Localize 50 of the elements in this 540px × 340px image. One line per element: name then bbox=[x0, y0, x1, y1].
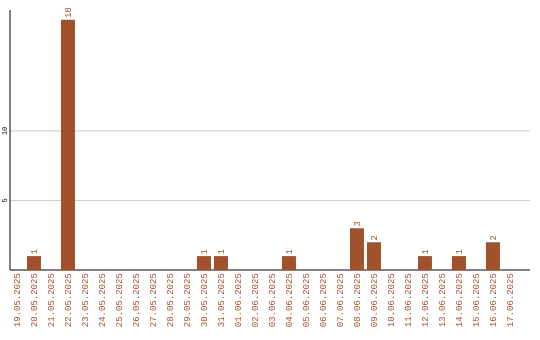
data-label: 1 bbox=[31, 249, 37, 254]
x-tick-label: 09.06.2025 bbox=[370, 274, 378, 327]
x-tick-label: 12.06.2025 bbox=[422, 274, 428, 327]
data-label: 2 bbox=[370, 236, 377, 240]
x-tick-label: 03.06.2025 bbox=[268, 274, 276, 327]
x-tick-label: 11.06.2025 bbox=[404, 274, 412, 327]
x-tick-label: 31.05.2025 bbox=[218, 274, 224, 327]
x-tick-label: 04.06.2025 bbox=[286, 274, 292, 327]
x-tick-label: 20.05.2025 bbox=[30, 274, 38, 327]
x-tick-label: 25.05.2025 bbox=[116, 274, 122, 327]
bar bbox=[418, 256, 432, 270]
bar bbox=[486, 242, 500, 270]
x-tick-label: 10.06.2025 bbox=[388, 274, 394, 327]
data-label: 2 bbox=[490, 236, 496, 240]
x-tick-label: 15.06.2025 bbox=[472, 274, 480, 327]
x-tick-label: 02.06.2025 bbox=[252, 274, 258, 327]
data-label: 18 bbox=[64, 8, 72, 18]
data-label: 1 bbox=[456, 249, 462, 254]
data-label: 1 bbox=[422, 249, 428, 254]
bar bbox=[452, 256, 466, 270]
data-label: 1 bbox=[201, 249, 207, 254]
x-tick-label: 07.06.2025 bbox=[336, 274, 344, 327]
x-tick-label: 26.05.2025 bbox=[132, 274, 140, 327]
x-tick-label: 22.05.2025 bbox=[64, 274, 72, 327]
x-tick-label: 16.06.2025 bbox=[490, 274, 496, 327]
data-label: 3 bbox=[354, 222, 360, 226]
bar bbox=[26, 256, 41, 270]
x-tick-label: 06.06.2025 bbox=[320, 274, 326, 327]
bar bbox=[214, 256, 228, 270]
x-tick-label: 30.05.2025 bbox=[200, 274, 208, 327]
x-tick-label: 05.06.2025 bbox=[302, 274, 310, 327]
x-tick-label: 21.05.2025 bbox=[48, 274, 54, 327]
x-tick-label: 29.05.2025 bbox=[184, 274, 190, 327]
x-tick-label: 08.06.2025 bbox=[354, 274, 360, 327]
data-label: 1 bbox=[218, 249, 224, 254]
bar bbox=[282, 256, 296, 270]
x-tick-label: 13.06.2025 bbox=[438, 274, 446, 327]
x-tick-label: 23.05.2025 bbox=[82, 274, 88, 327]
bar bbox=[60, 20, 75, 270]
x-tick-label: 19.05.2025 bbox=[14, 274, 20, 327]
x-tick-label: 17.06.2025 bbox=[506, 274, 514, 327]
data-label: 1 bbox=[286, 249, 292, 254]
x-tick-label: 24.05.2025 bbox=[98, 274, 106, 327]
bar bbox=[350, 228, 364, 270]
x-tick-label: 28.05.2025 bbox=[166, 274, 174, 327]
bar bbox=[366, 242, 381, 270]
x-tick-label: 14.06.2025 bbox=[456, 274, 462, 327]
bar bbox=[196, 256, 211, 270]
x-tick-label: 01.06.2025 bbox=[234, 274, 242, 327]
x-tick-label: 27.05.2025 bbox=[150, 274, 156, 327]
